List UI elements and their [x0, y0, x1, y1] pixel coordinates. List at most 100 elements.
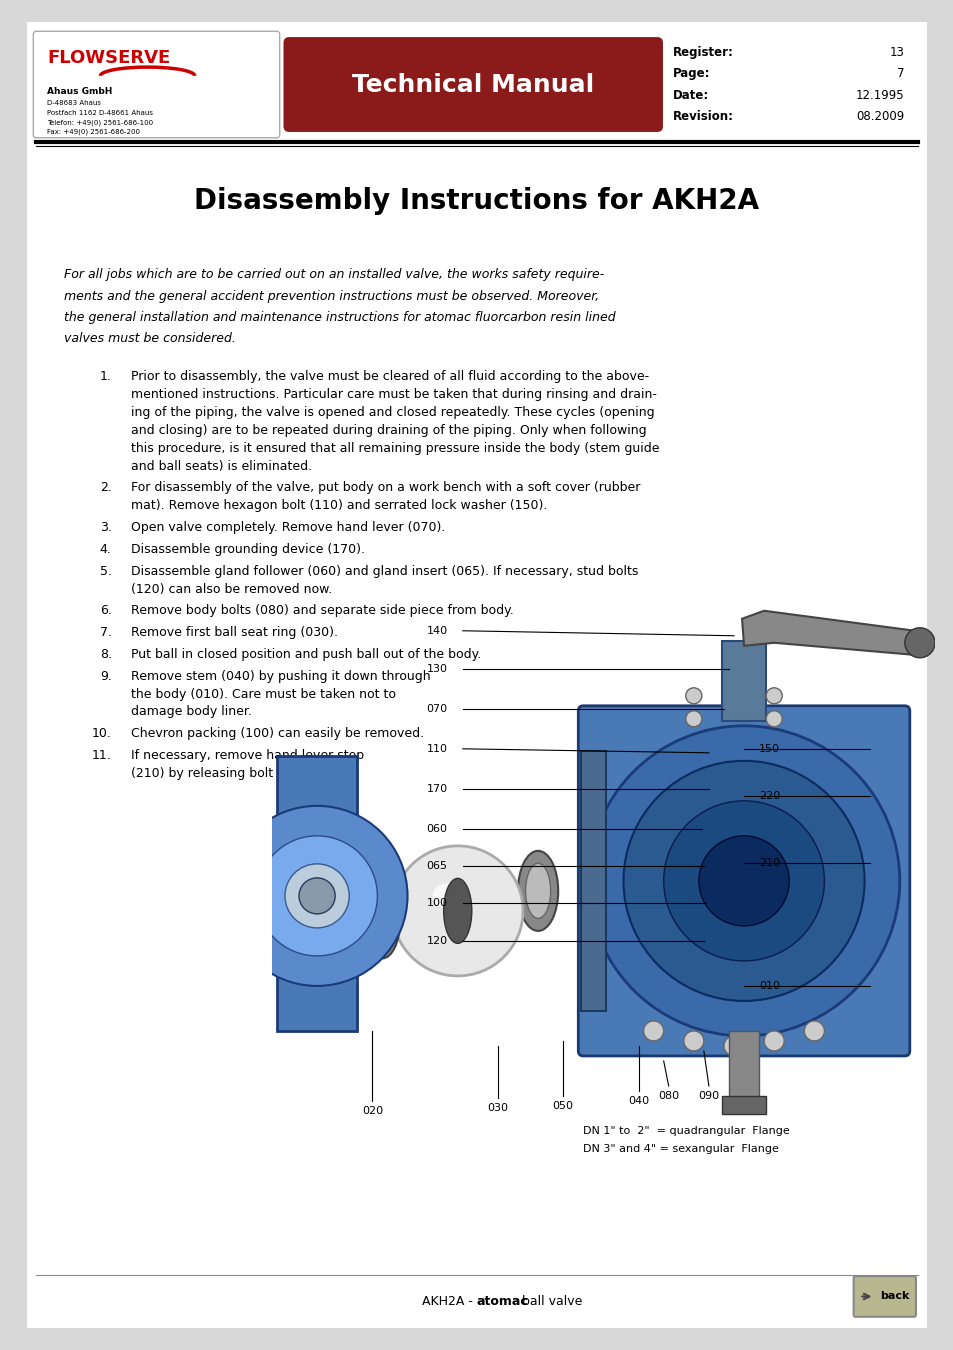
Text: Disassemble gland follower (060) and gland insert (065). If necessary, stud bolt: Disassemble gland follower (060) and gla…: [131, 564, 638, 578]
Bar: [276, 756, 357, 1031]
Ellipse shape: [525, 864, 550, 918]
Text: Put ball in closed position and push ball out of the body.: Put ball in closed position and push bal…: [131, 648, 480, 662]
Circle shape: [683, 1031, 703, 1050]
Circle shape: [643, 1021, 663, 1041]
Text: valves must be considered.: valves must be considered.: [65, 332, 236, 346]
Text: 150: 150: [759, 744, 780, 753]
Text: 1.: 1.: [100, 370, 112, 383]
Circle shape: [298, 878, 335, 914]
Text: 130: 130: [426, 664, 447, 674]
Text: FLOWSERVE: FLOWSERVE: [48, 50, 171, 68]
Text: the body (010). Care must be taken not to: the body (010). Care must be taken not t…: [131, 687, 395, 701]
Text: 060: 060: [426, 824, 447, 834]
Text: 08.2009: 08.2009: [856, 109, 903, 123]
Circle shape: [256, 836, 377, 956]
Text: mentioned instructions. Particular care must be taken that during rinsing and dr: mentioned instructions. Particular care …: [131, 387, 656, 401]
Text: 050: 050: [552, 1102, 573, 1111]
Text: D-48683 Ahaus: D-48683 Ahaus: [48, 100, 101, 105]
Text: 220: 220: [759, 791, 780, 801]
Text: 010: 010: [759, 981, 780, 991]
Text: 7.: 7.: [99, 626, 112, 639]
Text: DN 1" to  2"  = quadrangular  Flange: DN 1" to 2" = quadrangular Flange: [582, 1126, 789, 1135]
Text: AKH2A -: AKH2A -: [421, 1295, 476, 1308]
Circle shape: [903, 628, 934, 657]
Ellipse shape: [517, 850, 558, 931]
Text: ing of the piping, the valve is opened and closed repeatedly. These cycles (open: ing of the piping, the valve is opened a…: [131, 406, 654, 418]
Text: 020: 020: [361, 1106, 382, 1116]
Text: 11.: 11.: [91, 749, 112, 761]
Text: 100: 100: [426, 898, 447, 909]
Ellipse shape: [443, 879, 472, 944]
Text: ments and the general accident prevention instructions must be observed. Moreove: ments and the general accident preventio…: [65, 290, 599, 302]
Text: (120) can also be removed now.: (120) can also be removed now.: [131, 583, 332, 595]
Text: 090: 090: [698, 1091, 719, 1102]
Text: Page:: Page:: [673, 68, 710, 81]
Circle shape: [763, 1031, 783, 1050]
Circle shape: [227, 806, 407, 986]
Text: Open valve completely. Remove hand lever (070).: Open valve completely. Remove hand lever…: [131, 521, 444, 535]
Text: 13: 13: [889, 46, 903, 59]
Text: 210: 210: [759, 857, 780, 868]
Text: 10.: 10.: [91, 728, 112, 740]
Circle shape: [588, 726, 899, 1035]
Text: 5.: 5.: [99, 564, 112, 578]
Text: the general installation and maintenance instructions for atomac fluorcarbon res: the general installation and maintenance…: [65, 310, 616, 324]
Text: Remove first ball seat ring (030).: Remove first ball seat ring (030).: [131, 626, 337, 639]
Text: Remove body bolts (080) and separate side piece from body.: Remove body bolts (080) and separate sid…: [131, 605, 513, 617]
Text: atomac: atomac: [476, 1295, 528, 1308]
Text: 12.1995: 12.1995: [855, 89, 903, 101]
Text: 140: 140: [426, 626, 447, 636]
Text: 7: 7: [896, 68, 903, 81]
Circle shape: [623, 761, 863, 1000]
Text: Postfach 1162 D-48661 Ahaus: Postfach 1162 D-48661 Ahaus: [48, 109, 153, 116]
Text: 3.: 3.: [100, 521, 112, 535]
Text: DN 3" and 4" = sexangular  Flange: DN 3" and 4" = sexangular Flange: [582, 1143, 779, 1154]
Bar: [721, 641, 765, 721]
Circle shape: [699, 836, 788, 926]
Text: Remove stem (040) by pushing it down through: Remove stem (040) by pushing it down thr…: [131, 670, 430, 683]
Text: Technical Manual: Technical Manual: [352, 73, 594, 96]
Text: Prior to disassembly, the valve must be cleared of all fluid according to the ab: Prior to disassembly, the valve must be …: [131, 370, 648, 383]
Text: 4.: 4.: [100, 543, 112, 556]
Text: Chevron packing (100) can easily be removed.: Chevron packing (100) can easily be remo…: [131, 728, 423, 740]
Text: 070: 070: [426, 703, 447, 714]
Circle shape: [685, 687, 701, 703]
Text: Ahaus GmbH: Ahaus GmbH: [48, 86, 112, 96]
Text: 170: 170: [426, 784, 447, 794]
Text: If necessary, remove hand lever stop: If necessary, remove hand lever stop: [131, 749, 363, 761]
Circle shape: [765, 687, 781, 703]
FancyBboxPatch shape: [33, 31, 279, 138]
Text: ball valve: ball valve: [517, 1295, 581, 1308]
Text: damage body liner.: damage body liner.: [131, 706, 252, 718]
Circle shape: [723, 1035, 743, 1056]
Polygon shape: [741, 610, 923, 656]
Text: For all jobs which are to be carried out on an installed valve, the works safety: For all jobs which are to be carried out…: [65, 269, 604, 281]
Ellipse shape: [432, 883, 462, 909]
Text: this procedure, is it ensured that all remaining pressure inside the body (stem : this procedure, is it ensured that all r…: [131, 441, 659, 455]
Text: Disassembly Instructions for AKH2A: Disassembly Instructions for AKH2A: [194, 186, 759, 215]
Text: 2.: 2.: [100, 482, 112, 494]
Text: 065: 065: [426, 861, 447, 871]
FancyBboxPatch shape: [578, 706, 909, 1056]
Text: Telefon: +49(0) 2561-686-100: Telefon: +49(0) 2561-686-100: [48, 119, 153, 126]
Text: Date:: Date:: [673, 89, 709, 101]
Circle shape: [285, 864, 349, 927]
Text: 110: 110: [426, 744, 447, 753]
FancyBboxPatch shape: [25, 20, 928, 1330]
Ellipse shape: [364, 883, 399, 958]
Circle shape: [765, 711, 781, 726]
FancyBboxPatch shape: [853, 1276, 915, 1316]
Text: 9.: 9.: [100, 670, 112, 683]
Text: back: back: [880, 1292, 909, 1301]
Text: For disassembly of the valve, put body on a work bench with a soft cover (rubber: For disassembly of the valve, put body o…: [131, 482, 639, 494]
Text: 080: 080: [658, 1091, 679, 1102]
Text: 030: 030: [487, 1103, 508, 1112]
Text: Fax: +49(0) 2561-686-200: Fax: +49(0) 2561-686-200: [48, 128, 140, 135]
Text: 120: 120: [426, 936, 447, 946]
Bar: [728, 1031, 759, 1102]
Text: 040: 040: [627, 1096, 648, 1106]
Text: mat). Remove hexagon bolt (110) and serrated lock washer (150).: mat). Remove hexagon bolt (110) and serr…: [131, 500, 546, 512]
Text: Disassemble grounding device (170).: Disassemble grounding device (170).: [131, 543, 364, 556]
Circle shape: [392, 846, 522, 976]
Text: 6.: 6.: [100, 605, 112, 617]
